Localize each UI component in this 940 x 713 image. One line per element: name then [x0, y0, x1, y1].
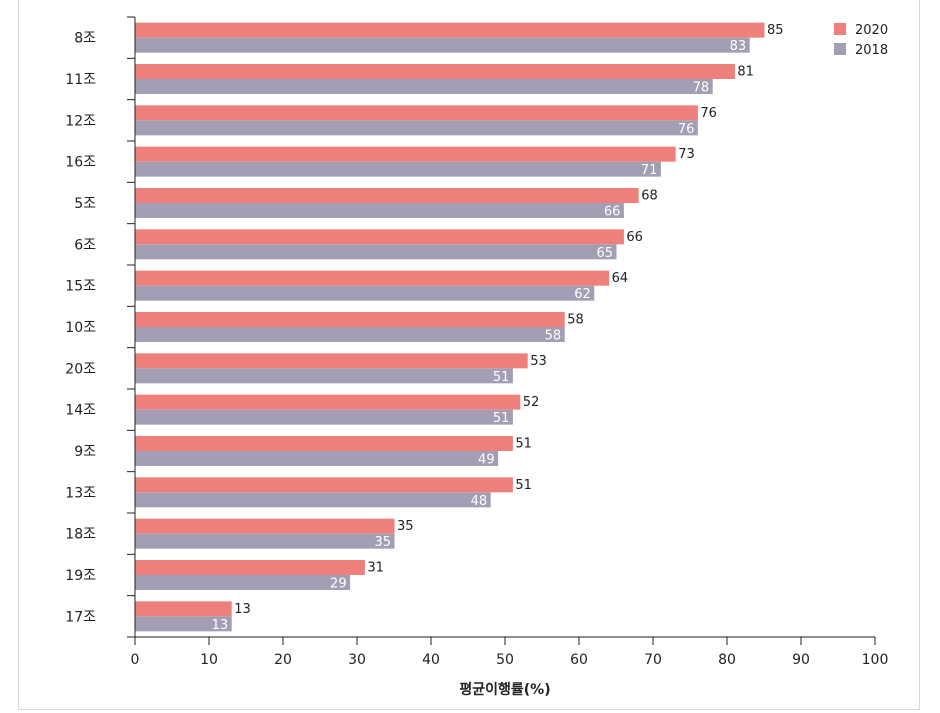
data-label-2020: 13: [234, 602, 251, 617]
data-label-2018: 51: [493, 370, 510, 385]
bar-2020: [135, 518, 395, 534]
x-tick-label: 30: [348, 652, 366, 668]
bar-2020: [135, 560, 365, 575]
bar-2018: [135, 161, 661, 177]
bar-2018: [135, 79, 713, 94]
data-label-2018: 51: [493, 411, 510, 426]
legend-swatch-2020: [834, 23, 846, 35]
data-label-2020: 85: [767, 23, 784, 38]
bar-2020: [135, 146, 676, 162]
bar-2020: [135, 22, 765, 38]
category-label: 17조: [65, 609, 96, 625]
data-label-2020: 73: [678, 147, 695, 162]
data-label-2020: 68: [641, 189, 658, 204]
data-label-2020: 52: [523, 395, 540, 410]
bar-2018: [135, 409, 513, 425]
data-label-2020: 53: [530, 354, 547, 369]
x-tick-label: 90: [792, 652, 810, 668]
category-label: 9조: [74, 444, 96, 460]
x-tick-label: 40: [422, 652, 440, 668]
bar-2020: [135, 436, 513, 451]
x-tick-label: 60: [570, 652, 588, 668]
data-label-2018: 58: [545, 329, 562, 344]
bar-2018: [135, 533, 395, 549]
x-tick-label: 50: [496, 652, 514, 668]
bar-2020: [135, 353, 528, 369]
bar-2018: [135, 575, 351, 590]
bar-2020: [135, 394, 521, 410]
x-tick-label: 20: [274, 652, 292, 668]
bar-2018: [135, 492, 491, 508]
bar-2018: [135, 368, 513, 384]
bar-2020: [135, 188, 639, 203]
bars-layer: 85 83 81 78 76 76 73 71 68 66 66 65 64 62 58 58 53 51 52 51…: [135, 22, 784, 633]
data-label-2018: 48: [471, 494, 488, 509]
category-label: 15조: [65, 279, 96, 295]
x-tick-label: 70: [644, 652, 662, 668]
data-label-2018: 29: [330, 577, 347, 592]
data-label-2020: 64: [612, 271, 629, 286]
bar-2020: [135, 477, 513, 493]
category-label: 10조: [65, 320, 96, 336]
bar-2018: [135, 327, 565, 342]
category-label: 18조: [65, 527, 96, 543]
bar-2018: [135, 37, 750, 53]
data-label-2020: 35: [397, 519, 414, 534]
bar-2018: [135, 120, 698, 136]
category-label: 20조: [65, 361, 96, 377]
x-axis-label: 평균이행률(%): [459, 681, 550, 698]
bar-2020: [135, 64, 735, 79]
data-label-2020: 31: [367, 561, 384, 576]
bar-2020: [135, 270, 610, 286]
x-tick-label: 10: [200, 652, 218, 668]
x-tick-label: 100: [862, 652, 889, 668]
bar-2020: [135, 601, 232, 617]
legend: 2020 2018: [834, 23, 888, 58]
data-label-2020: 51: [515, 478, 532, 493]
data-label-2020: 66: [626, 230, 643, 245]
bar-2020: [135, 105, 698, 121]
data-label-2020: 76: [700, 106, 717, 121]
data-label-2018: 35: [374, 535, 391, 550]
data-label-2018: 76: [678, 122, 695, 137]
legend-label-2020: 2020: [855, 23, 888, 38]
x-axis: 0 10 20 30 40 50 60 70 80 90 100: [131, 636, 889, 668]
bar-2018: [135, 451, 499, 466]
bar-2020: [135, 229, 624, 245]
data-label-2020: 51: [515, 437, 532, 452]
data-label-2018: 13: [212, 618, 229, 633]
bar-2018: [135, 616, 232, 632]
data-label-2020: 58: [567, 313, 584, 328]
bar-2018: [135, 285, 595, 301]
category-label: 8조: [74, 31, 96, 47]
data-label-2018: 71: [641, 163, 658, 178]
category-label: 19조: [65, 568, 96, 584]
data-label-2018: 65: [596, 246, 613, 261]
category-label: 11조: [65, 72, 96, 88]
y-axis: 8조 11조 12조 16조 5조 6조 15조 10조 20조 14조 9조 13조 18조 19조 17…: [65, 16, 136, 638]
category-label: 14조: [65, 403, 96, 419]
data-label-2018: 83: [730, 39, 747, 54]
bar-2018: [135, 244, 617, 260]
category-label: 13조: [65, 485, 96, 501]
bar-2020: [135, 312, 565, 327]
bar-2018: [135, 203, 624, 218]
data-label-2018: 62: [574, 287, 591, 302]
data-label-2018: 78: [693, 81, 710, 96]
category-label: 6조: [74, 237, 96, 253]
data-label-2018: 49: [478, 453, 495, 468]
chart-frame: [18, 0, 920, 710]
x-tick-label: 80: [718, 652, 736, 668]
category-label: 5조: [74, 196, 96, 212]
legend-swatch-2018: [834, 43, 846, 55]
category-label: 12조: [65, 113, 96, 129]
data-label-2020: 81: [737, 65, 754, 80]
data-label-2018: 66: [604, 205, 621, 220]
category-label: 16조: [65, 155, 96, 171]
legend-label-2018: 2018: [855, 43, 888, 58]
x-tick-label: 0: [131, 652, 140, 668]
